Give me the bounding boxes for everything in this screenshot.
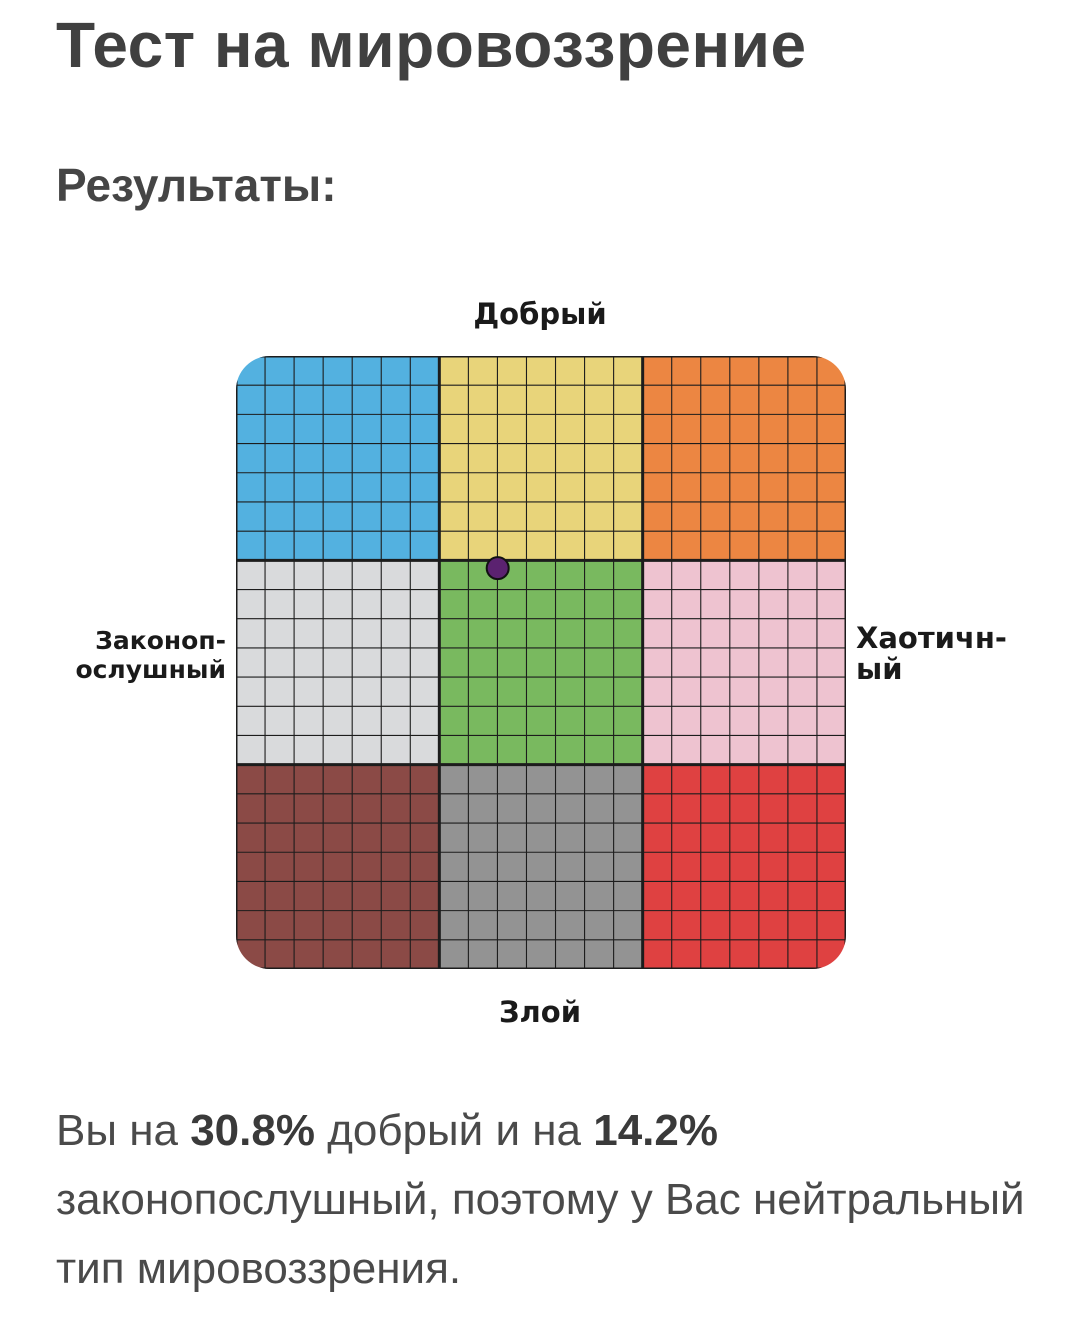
axis-label-lawful: Законоп- ослушный (40, 626, 226, 684)
alignment-zone-r1-c2 (642, 560, 846, 765)
result-summary: Вы на 30.8% добрый и на 14.2% законопосл… (56, 1096, 1036, 1303)
alignment-zone-r2-c0 (236, 764, 440, 969)
good-percent-value: 30.8% (190, 1106, 315, 1155)
alignment-chart (236, 356, 846, 969)
result-suffix: законопослушный, поэтому у Вас нейтральн… (56, 1175, 1025, 1293)
axis-label-chaotic: Хаотичн- ый (856, 623, 1066, 685)
results-heading: Результаты: (56, 159, 337, 211)
axis-label-evil: Злой (498, 995, 582, 1029)
result-point (485, 556, 510, 581)
axis-label-lawful-line2: ослушный (75, 655, 226, 684)
page-title: Тест на мировоззрение (56, 9, 807, 81)
alignment-grid (236, 356, 846, 969)
axis-label-chaotic-line1: Хаотичн- (856, 621, 1007, 655)
alignment-zone-r2-c1 (439, 764, 643, 969)
alignment-zone-r2-c2 (642, 764, 846, 969)
lawful-percent-value: 14.2% (593, 1106, 718, 1155)
axis-label-good: Добрый (473, 297, 607, 331)
alignment-zone-r0-c2 (642, 356, 846, 561)
alignment-zone-r1-c1 (439, 560, 643, 765)
alignment-zone-r0-c1 (439, 356, 643, 561)
axis-label-chaotic-line2: ый (856, 652, 903, 686)
axis-label-lawful-line1: Законоп- (95, 626, 226, 655)
result-middle: добрый и на (314, 1106, 594, 1155)
alignment-zone-r0-c0 (236, 356, 440, 561)
result-prefix: Вы на (56, 1106, 191, 1155)
alignment-zone-r1-c0 (236, 560, 440, 765)
